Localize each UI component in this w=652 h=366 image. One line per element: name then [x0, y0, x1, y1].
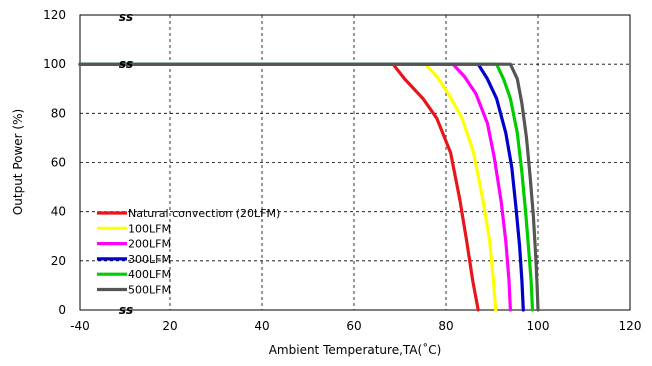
x-tick-label-4: 80 [438, 319, 453, 333]
y-tick-label-3: 60 [51, 156, 66, 170]
legend-label-0: Natural convection (20LFM) [128, 207, 280, 220]
plot-frame [79, 14, 631, 311]
legend-label-2: 200LFM [128, 238, 171, 251]
axis-break-mark-2: ss [119, 303, 133, 317]
y-tick-label-1: 20 [51, 254, 66, 268]
y-tick-label-6: 120 [43, 8, 66, 22]
tick-labels: 0 20 40 60 80 100 120 -40 20 40 60 80 100 120 [43, 8, 641, 333]
axis-break-mark-0: ss [119, 10, 133, 24]
y-tick-label-2: 40 [51, 205, 66, 219]
axis-break-marks: ss ss ss [119, 10, 133, 317]
series-line-5 [78, 62, 540, 312]
x-axis-label: Ambient Temperature,TA(˚C) [269, 342, 442, 357]
series-line-2 [78, 62, 512, 312]
series-line-3 [78, 62, 525, 312]
legend-label-4: 400LFM [128, 268, 171, 281]
series-line-4 [78, 62, 535, 312]
series-line-0 [78, 62, 480, 312]
y-axis-label: Output Power (%) [11, 109, 25, 215]
y-tick-label-5: 100 [43, 57, 66, 71]
legend-label-3: 300LFM [128, 253, 171, 266]
series-lines [78, 62, 540, 312]
x-tick-label-0: -40 [70, 319, 90, 333]
legend: Natural convection (20LFM) 100LFM 200LFM 30… [97, 207, 280, 297]
x-tick-label-6: 120 [619, 319, 642, 333]
x-tick-label-3: 60 [346, 319, 361, 333]
series-line-1 [78, 62, 498, 312]
x-tick-label-2: 40 [254, 319, 269, 333]
x-tick-label-1: 20 [162, 319, 177, 333]
legend-label-1: 100LFM [128, 222, 171, 235]
axis-break-mark-1: ss [119, 57, 133, 71]
x-tick-label-5: 100 [527, 319, 550, 333]
y-tick-label-4: 80 [51, 106, 66, 120]
legend-label-5: 500LFM [128, 284, 171, 297]
y-tick-label-0: 0 [58, 303, 66, 317]
